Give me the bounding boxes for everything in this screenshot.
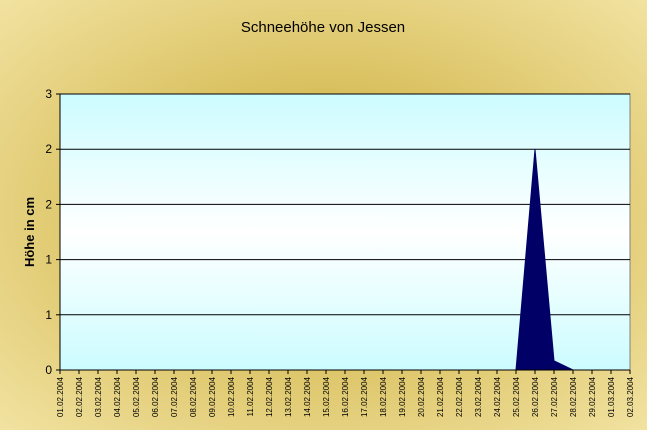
x-tick-label: 25.02.2004 — [512, 376, 521, 417]
x-tick-label: 09.02.2004 — [208, 376, 217, 417]
x-tick-label: 08.02.2004 — [189, 376, 198, 417]
y-tick-label: 0 — [45, 363, 52, 377]
x-tick-label: 05.02.2004 — [132, 376, 141, 417]
x-tick-label: 23.02.2004 — [474, 376, 483, 417]
x-tick-label: 04.02.2004 — [113, 376, 122, 417]
x-tick-label: 11.02.2004 — [246, 376, 255, 416]
x-tick-label: 15.02.2004 — [322, 376, 331, 417]
y-tick-label: 2 — [45, 142, 52, 156]
x-tick-label: 20.02.2004 — [417, 376, 426, 417]
x-tick-label: 19.02.2004 — [398, 376, 407, 417]
y-tick-label: 3 — [45, 87, 52, 101]
x-tick-label: 13.02.2004 — [284, 376, 293, 417]
x-tick-label: 24.02.2004 — [493, 376, 502, 417]
y-tick-label: 1 — [45, 308, 52, 322]
x-tick-label: 26.02.2004 — [531, 376, 540, 417]
x-tick-label: 27.02.2004 — [550, 376, 559, 417]
x-tick-label: 21.02.2004 — [436, 376, 445, 417]
x-tick-label: 07.02.2004 — [170, 376, 179, 417]
y-axis-label: Höhe in cm — [22, 197, 37, 267]
x-tick-label: 02.02.2004 — [75, 376, 84, 417]
x-tick-label: 18.02.2004 — [379, 376, 388, 417]
x-tick-label: 14.02.2004 — [303, 376, 312, 417]
x-tick-label: 02.03.2004 — [626, 376, 635, 417]
x-tick-label: 10.02.2004 — [227, 376, 236, 417]
x-tick-label: 12.02.2004 — [265, 376, 274, 417]
x-tick-label: 16.02.2004 — [341, 376, 350, 417]
x-tick-label: 01.03.2004 — [607, 376, 616, 417]
x-tick-label: 29.02.2004 — [588, 376, 597, 417]
chart-title: Schneehöhe von Jessen — [241, 19, 405, 36]
x-tick-label: 17.02.2004 — [360, 376, 369, 417]
x-tick-label: 03.02.2004 — [94, 376, 103, 417]
x-tick-label: 06.02.2004 — [151, 376, 160, 417]
x-tick-label: 28.02.2004 — [569, 376, 578, 417]
y-tick-label: 2 — [45, 197, 52, 211]
y-tick-label: 1 — [45, 253, 52, 267]
x-tick-label: 22.02.2004 — [455, 376, 464, 417]
x-tick-label: 01.02.2004 — [56, 376, 65, 417]
